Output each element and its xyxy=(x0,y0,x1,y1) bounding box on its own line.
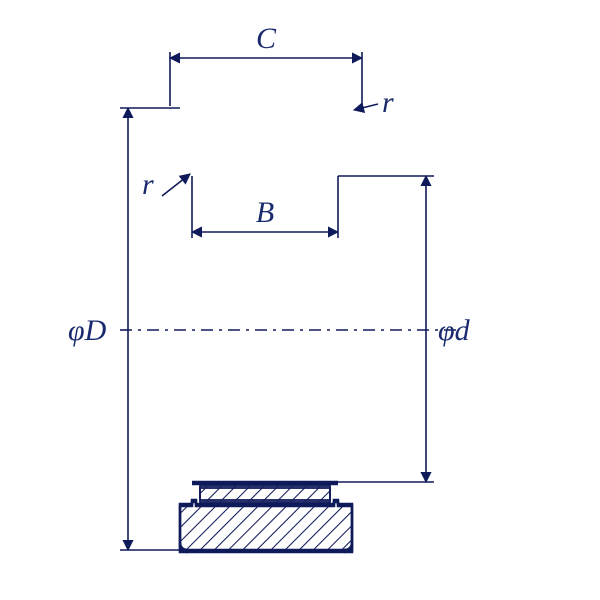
label-r-lower: r xyxy=(142,168,154,201)
label-b: B xyxy=(256,196,274,229)
label-c: C xyxy=(256,22,277,55)
label-r-upper: r xyxy=(382,86,394,119)
label-phi-D: φD xyxy=(68,314,107,347)
bearing-diagram: C Bφd φD r r xyxy=(0,0,600,600)
label-phi-d: φd xyxy=(438,314,471,347)
